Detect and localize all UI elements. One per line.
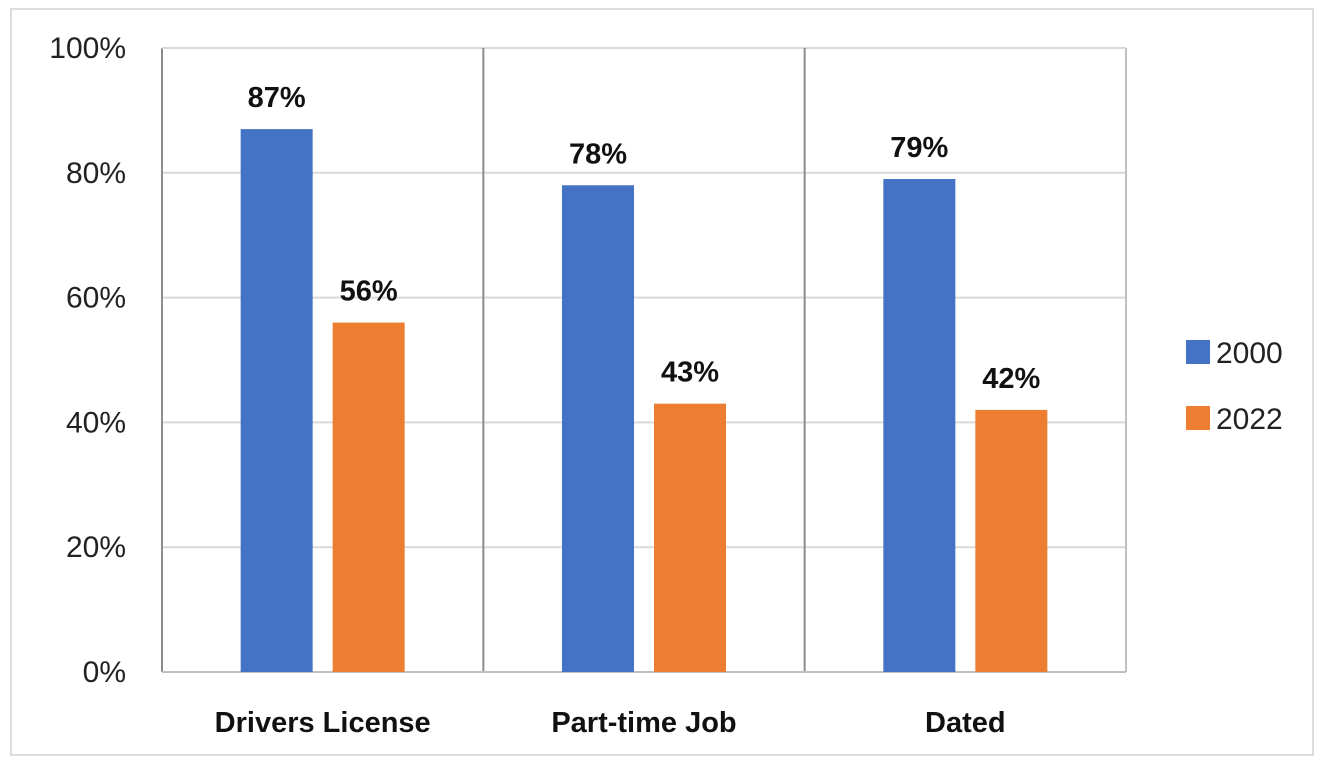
data-label: 56% xyxy=(340,276,398,308)
legend-label: 2022 xyxy=(1216,403,1283,436)
x-category-label: Dated xyxy=(925,707,1006,739)
data-label: 42% xyxy=(982,363,1040,395)
x-category-label: Part-time Job xyxy=(551,707,736,739)
data-label: 43% xyxy=(661,357,719,389)
data-label: 78% xyxy=(569,138,627,170)
y-tick-label: 60% xyxy=(66,282,126,315)
y-axis-tick-labels: 0% 20% 40% 60% 80% 100% xyxy=(49,32,126,689)
legend-swatch-2022 xyxy=(1186,406,1210,430)
bar-2000-0 xyxy=(240,129,313,672)
x-axis-category-labels: Drivers License Part-time Job Dated xyxy=(215,707,1006,739)
legend: 2000 2022 xyxy=(1186,337,1283,436)
bar-2022-1 xyxy=(654,403,726,672)
data-label: 79% xyxy=(890,132,948,164)
data-label: 87% xyxy=(248,82,306,114)
legend-label: 2000 xyxy=(1216,337,1283,370)
x-category-label: Drivers License xyxy=(215,707,431,739)
bar-2000-2 xyxy=(883,179,956,673)
y-tick-label: 100% xyxy=(49,32,126,65)
y-tick-label: 20% xyxy=(66,531,126,564)
data-labels: 87% 56% 78% 43% 79% 42% xyxy=(248,82,1041,395)
y-tick-label: 40% xyxy=(66,406,126,439)
y-tick-label: 0% xyxy=(83,656,126,689)
legend-swatch-2000 xyxy=(1186,340,1210,364)
plot-area xyxy=(161,47,1127,673)
y-tick-label: 80% xyxy=(66,157,126,190)
bar-2022-2 xyxy=(975,409,1048,672)
bar-2022-0 xyxy=(332,322,405,672)
bars xyxy=(240,129,1048,673)
bar-2000-1 xyxy=(562,185,634,672)
